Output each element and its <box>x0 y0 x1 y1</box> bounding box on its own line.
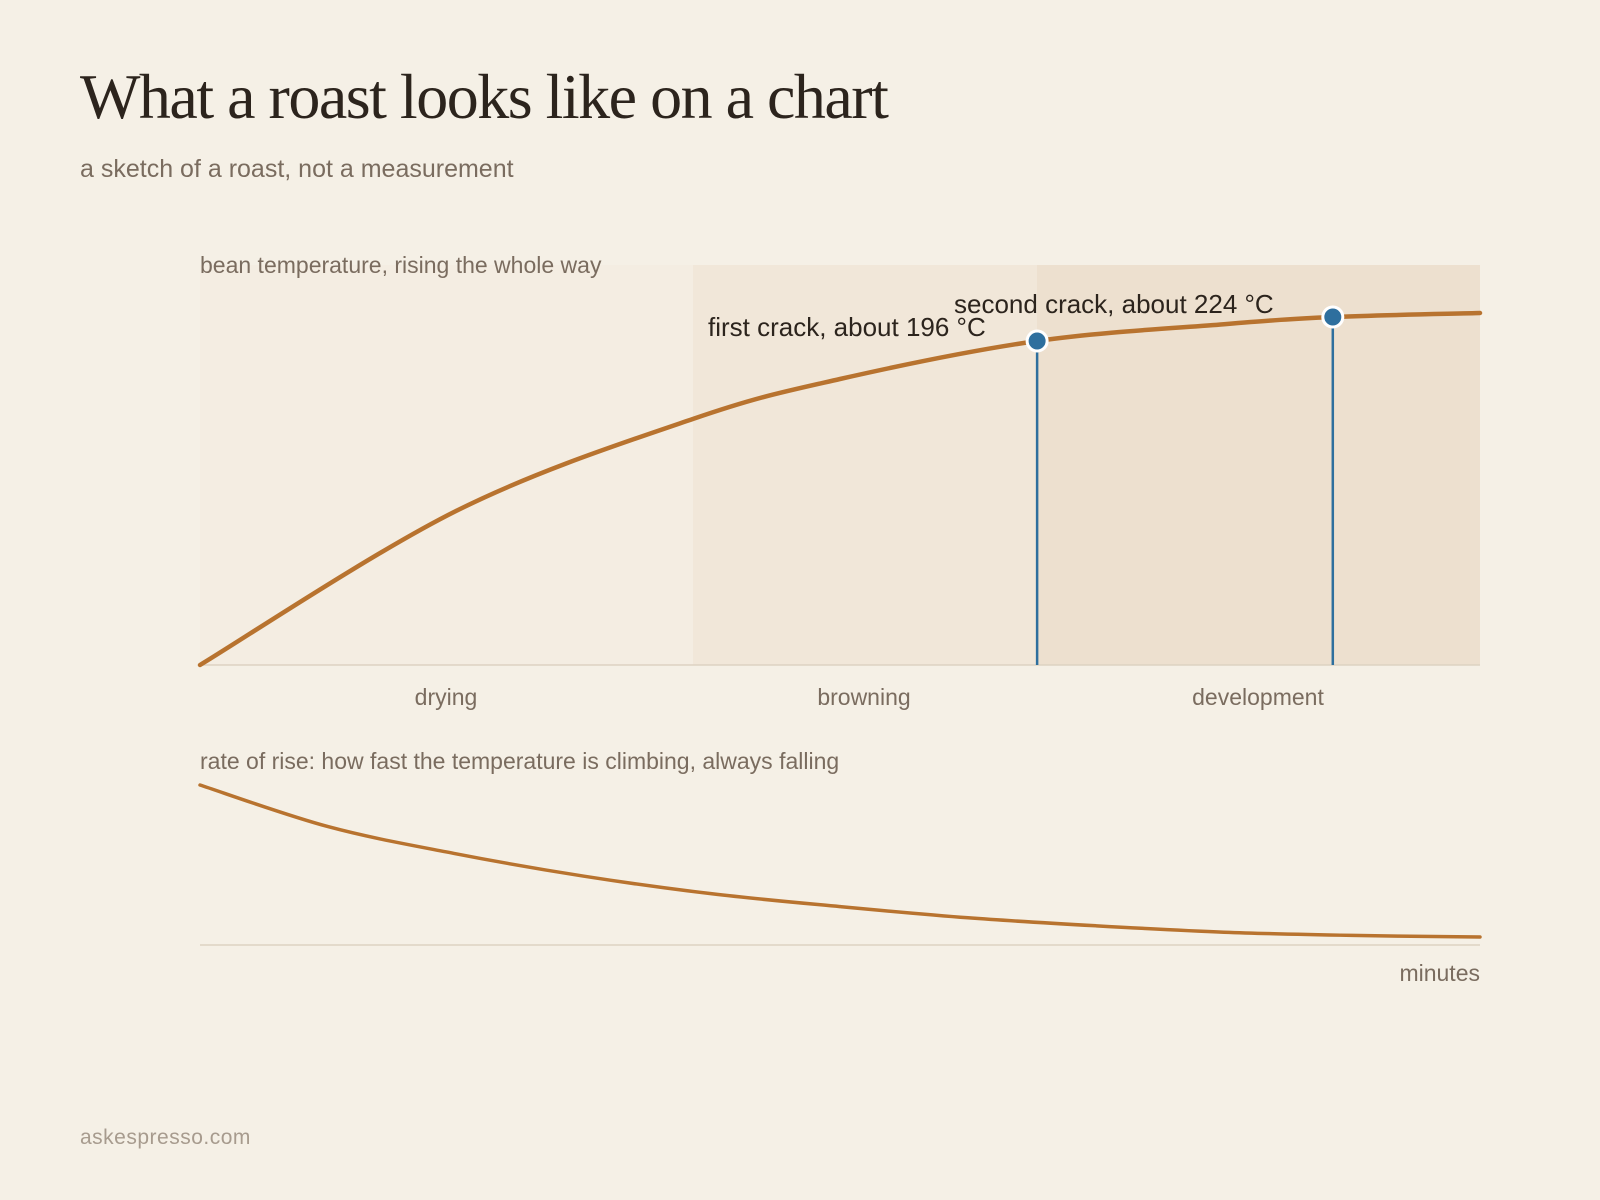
phase-label-drying: drying <box>415 684 478 710</box>
first-crack-label: first crack, about 196 °C <box>708 312 986 342</box>
rate-of-rise-curve <box>198 783 1482 939</box>
phase-band-browning <box>693 265 1037 665</box>
x-axis-label: minutes <box>1399 960 1480 986</box>
temperature-curve <box>197 310 1483 668</box>
temperature-panel-title: bean temperature, rising the whole way <box>200 252 602 278</box>
first-crack-point <box>1025 329 1049 353</box>
chart-title: What a roast looks like on a chart <box>80 61 889 132</box>
phase-band-development <box>1037 265 1480 665</box>
chart-subtitle: a sketch of a roast, not a measurement <box>80 155 514 183</box>
phase-band-drying <box>200 265 693 665</box>
second-crack-point <box>1321 305 1345 329</box>
second-crack-label: second crack, about 224 °C <box>954 289 1274 319</box>
phase-label-browning: browning <box>817 684 910 710</box>
rate-of-rise-panel-title: rate of rise: how fast the temperature i… <box>200 748 839 774</box>
footer-site: askespresso.com <box>80 1126 251 1149</box>
phase-label-development: development <box>1192 684 1324 710</box>
